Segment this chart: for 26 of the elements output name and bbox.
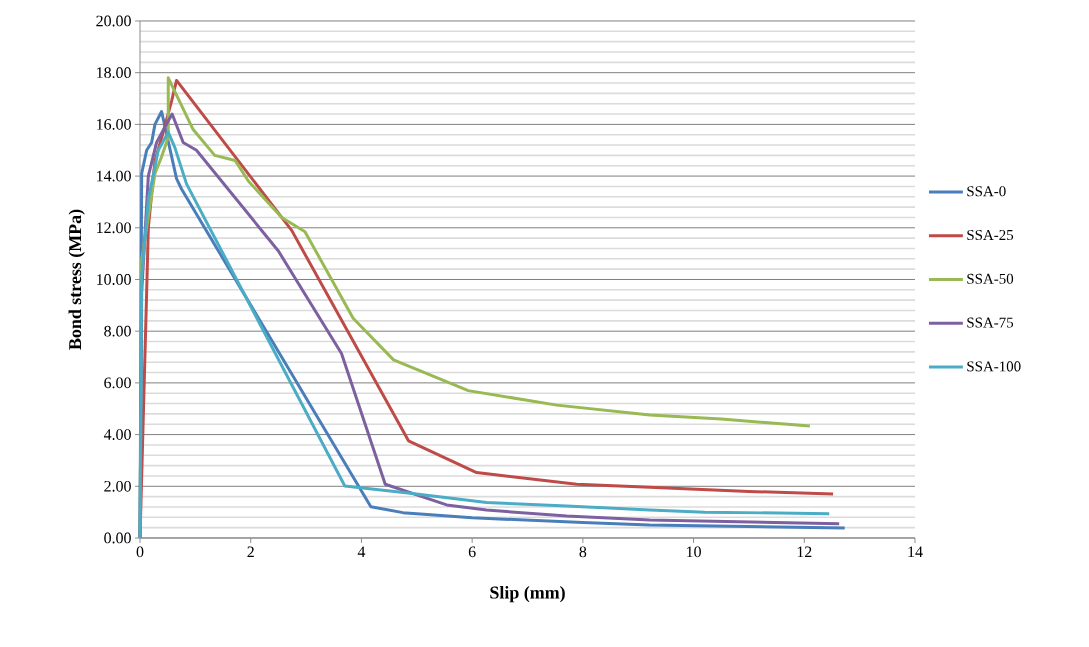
y-tick-label: 18.00 xyxy=(97,67,131,79)
legend-label: SSA-50 xyxy=(967,273,1014,284)
x-tick-label: 0 xyxy=(136,546,144,558)
y-tick-label: 0.00 xyxy=(104,532,131,544)
legend-label: SSA-25 xyxy=(967,230,1014,241)
x-tick-label: 12 xyxy=(797,546,812,558)
x-tick-label: 10 xyxy=(687,546,701,558)
x-axis-title: Slip (mm) xyxy=(490,585,565,603)
y-tick-label: 10.00 xyxy=(97,274,131,285)
x-tick-label: 8 xyxy=(579,546,587,558)
legend-label: SSA-75 xyxy=(967,317,1014,328)
legend-label: SSA-0 xyxy=(967,186,1006,197)
x-tick-label: 4 xyxy=(357,546,366,557)
y-tick-label: 16.00 xyxy=(97,118,131,130)
y-tick-label: 2.00 xyxy=(104,480,131,492)
y-tick-label: 4.00 xyxy=(103,429,131,440)
y-tick-label: 8.00 xyxy=(104,325,131,337)
y-axis-title: Bond stress (MPa) xyxy=(68,209,85,350)
x-tick-label: 14 xyxy=(908,546,923,558)
y-tick-label: 12.00 xyxy=(97,222,131,234)
x-tick-label: 6 xyxy=(468,546,476,558)
y-tick-label: 14.00 xyxy=(97,170,131,182)
y-tick-label: 6.00 xyxy=(104,377,131,389)
legend-label: SSA-100 xyxy=(967,361,1021,372)
y-tick-label: 20.00 xyxy=(96,15,131,27)
x-tick-label: 2 xyxy=(247,546,254,558)
